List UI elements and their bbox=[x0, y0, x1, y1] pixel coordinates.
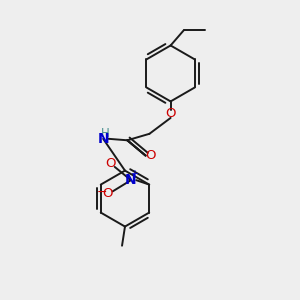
Text: O: O bbox=[102, 187, 112, 200]
Text: N: N bbox=[125, 173, 137, 187]
Text: N: N bbox=[98, 132, 109, 146]
Text: −: − bbox=[96, 186, 107, 199]
Text: O: O bbox=[165, 107, 176, 120]
Text: H: H bbox=[101, 127, 110, 140]
Text: O: O bbox=[146, 149, 156, 162]
Text: +: + bbox=[130, 169, 138, 179]
Text: O: O bbox=[105, 158, 116, 170]
